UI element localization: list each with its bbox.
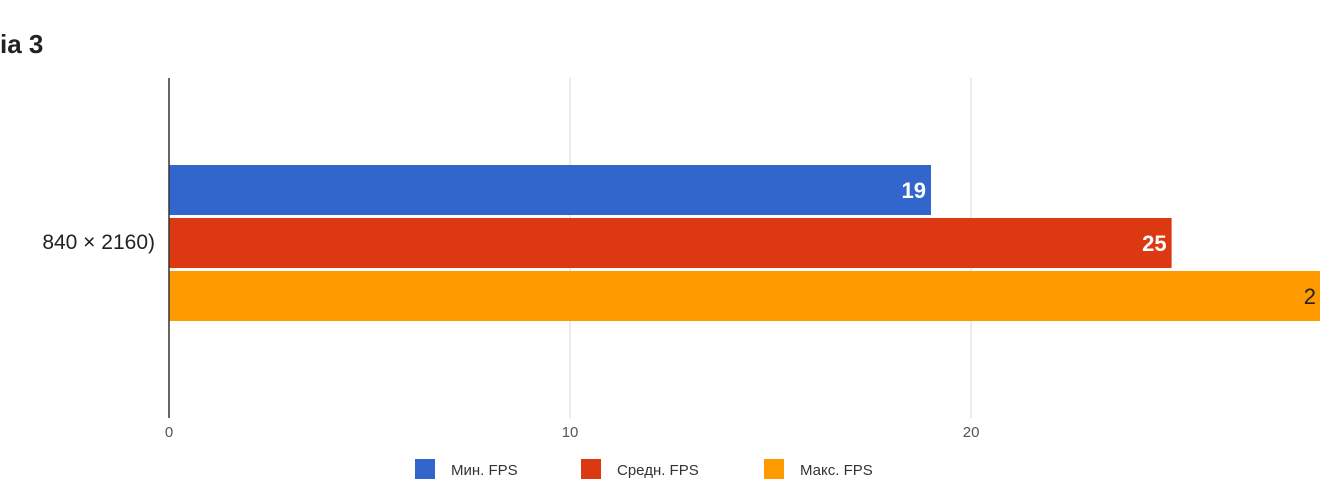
legend-swatch-2 — [764, 459, 784, 479]
legend-swatch-1 — [581, 459, 601, 479]
category-label: 840 × 2160) — [42, 231, 155, 254]
bar-2 — [169, 271, 1320, 321]
bar-value-label-1: 25 — [1142, 231, 1166, 256]
legend-label-0: Мин. FPS — [451, 462, 518, 479]
bar-0 — [169, 165, 931, 215]
chart-title: ia 3 — [0, 29, 43, 59]
bar-value-label-2: 2 — [1304, 284, 1316, 309]
x-tick-label-0: 0 — [165, 424, 173, 441]
legend-swatch-0 — [415, 459, 435, 479]
bar-value-label-0: 19 — [902, 178, 926, 203]
bar-1 — [169, 218, 1172, 268]
legend-label-1: Средн. FPS — [617, 462, 699, 479]
x-tick-label-20: 20 — [963, 424, 980, 441]
x-tick-label-10: 10 — [562, 424, 579, 441]
legend-label-2: Макс. FPS — [800, 462, 873, 479]
